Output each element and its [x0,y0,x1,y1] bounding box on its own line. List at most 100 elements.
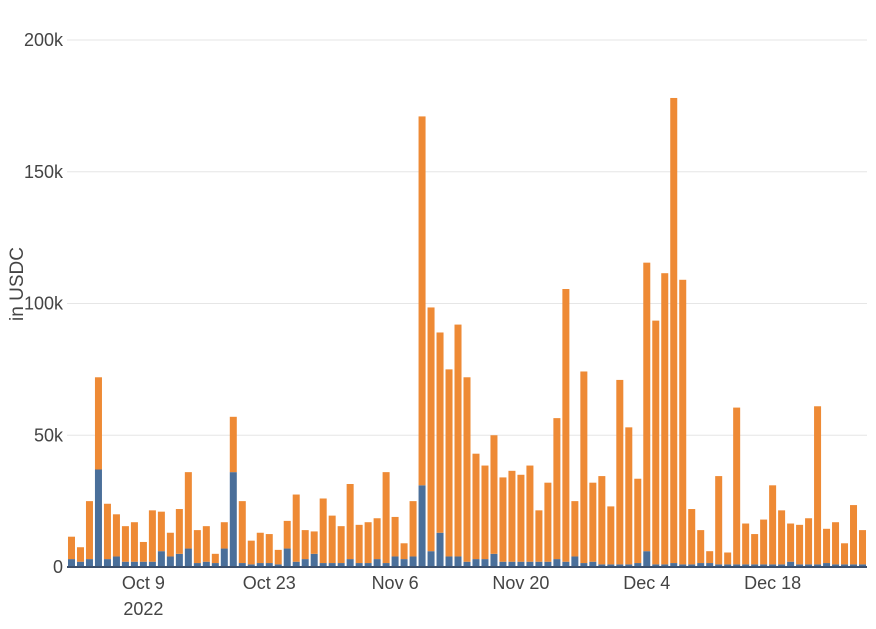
bar-segment-top [283,520,291,549]
bar-segment-top [202,526,210,562]
bar-segment-bottom [175,553,183,567]
bar-segment-bottom [670,563,678,567]
bar-segment-bottom [265,563,273,567]
bar-segment-bottom [184,548,192,567]
bar-segment-top [364,522,372,564]
bar-segment-bottom [472,559,480,567]
bar-segment-bottom [508,561,516,567]
y-axis-label: in USDC [7,247,28,321]
bar-segment-bottom [166,556,174,567]
bar-segment-bottom [391,556,399,567]
bar-segment-top [103,503,111,560]
bar-segment-bottom [409,556,417,567]
bar-segment-bottom [346,559,354,567]
bar-segment-top [400,543,408,560]
bar-segment-top [634,478,642,564]
bar-segment-bottom [436,532,444,567]
bar-segment-bottom [301,559,309,567]
bar-segment-top [319,498,327,564]
bar-segment-top [274,549,282,565]
bar-segment-bottom [553,559,561,567]
bar-segment-top [310,531,318,554]
bar-segment-top [499,477,507,562]
bar-segment-top [760,519,768,565]
bar-segment-bottom [418,485,426,567]
bar-segment-bottom [499,561,507,567]
bar-segment-bottom [355,563,363,567]
bar-segment-top [220,522,228,549]
bar-segment-bottom [742,564,750,567]
bar-segment-top [598,476,606,565]
bar-segment-bottom [544,561,552,567]
bar-segment-top [67,536,75,560]
bar-segment-bottom [85,559,93,567]
bar-segment-bottom [112,556,120,567]
bar-segment-top [670,97,678,564]
bar-segment-top [526,465,534,562]
bar-segment-top [544,482,552,562]
bar-segment-top [373,518,381,560]
x-tick-label: Dec 4 [623,573,670,593]
bar-segment-top [346,483,354,560]
bar-segment-top [778,510,786,565]
bar-segment-top [679,279,687,565]
bar-segment-top [571,501,579,557]
x-tick-year-label: 2022 [123,599,163,619]
bar-segment-bottom [571,556,579,567]
bar-segment-bottom [697,563,705,567]
bar-segment-bottom [238,563,246,567]
bar-segment-bottom [733,564,741,567]
bar-segment-top [814,406,822,565]
bar-segment-bottom [535,561,543,567]
bar-segment-top [805,518,813,565]
bar-segment-top [832,522,840,565]
bar-segment-bottom [625,564,633,567]
bar-segment-top [121,526,129,562]
bar-segment-top [328,515,336,564]
gridlines [67,39,867,436]
bar-segment-bottom [229,472,237,567]
bar-segment-bottom [103,559,111,567]
y-tick-label: 100k [24,294,64,314]
bar-segment-top [751,534,759,565]
bar-segment-top [742,523,750,565]
bar-segment-bottom [724,564,732,567]
y-tick-label: 200k [24,30,64,50]
bar-segment-bottom [562,561,570,567]
bar-segment-bottom [148,561,156,567]
bar-segment-top [490,435,498,554]
bar-segment-bottom [292,561,300,567]
bar-segment-top [724,552,732,565]
x-axis-ticks: Oct 9 2022 Oct 23 Nov 6 Nov 20 Dec 4 Dec 18 [122,573,801,619]
x-tick-label: Dec 18 [744,573,801,593]
y-axis-ticks: 0 50k 100k 150k 200k [24,30,64,577]
bar-segment-top [508,470,516,562]
bar-segment-top [157,511,165,552]
bar-segment-top [517,474,525,562]
bar-segment-bottom [679,564,687,567]
bar-segment-bottom [157,551,165,567]
bar-segment-top [643,262,651,552]
bar-segment-bottom [67,559,75,567]
bar-segment-bottom [823,563,831,567]
bar-segment-top [166,532,174,557]
bar-segment-top [85,501,93,560]
x-tick-label: Nov 20 [492,573,549,593]
bar-segment-top [697,530,705,564]
bar-segment-bottom [751,564,759,567]
bar-segment-top [580,371,588,564]
bar-segment-bottom [859,564,867,567]
bar-segment-top [409,501,417,557]
bar-segment-top [553,418,561,560]
bar-segment-top [184,472,192,549]
bar-segment-top [706,551,714,564]
x-tick-label: Nov 6 [372,573,419,593]
bar-segment-bottom [607,564,615,567]
bar-segment-top [211,553,219,564]
bar-segment-top [688,509,696,565]
bar-segment-bottom [832,564,840,567]
bar-segment-bottom [193,563,201,567]
bar-segment-top [841,543,849,565]
bar-segment-bottom [796,564,804,567]
